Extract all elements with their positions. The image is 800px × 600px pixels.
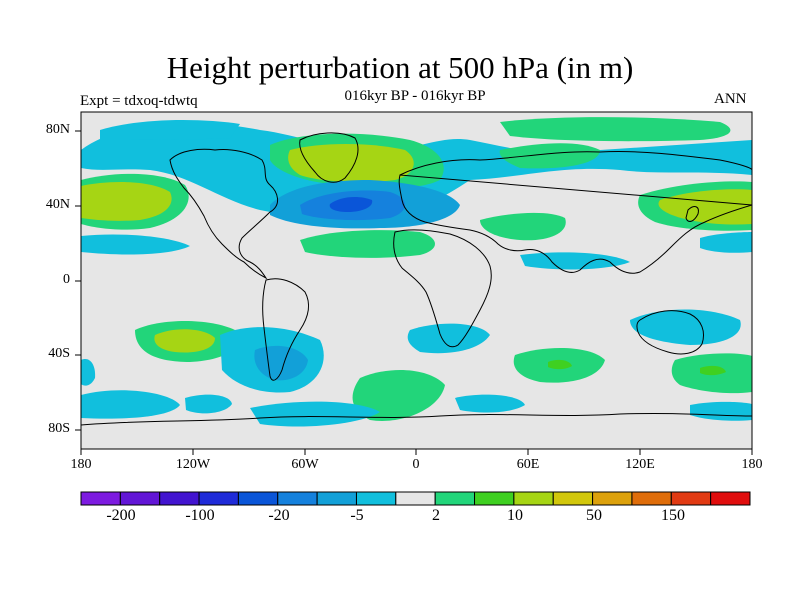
contour-bright-green-spac-right xyxy=(700,365,726,376)
y-tick-label-80n: 80N xyxy=(45,122,70,137)
colorbar-swatch-14 xyxy=(631,491,672,506)
colorbar-label-50: 50 xyxy=(586,507,602,524)
colorbar-swatch-5 xyxy=(277,491,318,506)
page-title: Height perturbation at 500 hPa (in m) xyxy=(166,50,634,85)
contour-cyan-indian xyxy=(630,309,741,345)
coast-africa xyxy=(393,229,492,348)
coastlines xyxy=(81,132,752,426)
contour-cyan-west-edge xyxy=(81,359,96,386)
contour-lightblue-sam xyxy=(254,345,308,381)
colorbar-swatch-0 xyxy=(80,491,121,506)
season-label: ANN xyxy=(714,91,747,107)
colorbar-swatch-3 xyxy=(198,491,239,506)
colorbar-label-minus-5: -5 xyxy=(350,507,364,524)
colorbar-swatch-9 xyxy=(434,491,476,506)
contour-cyan-top-left xyxy=(100,120,240,140)
contour-cyan-southern-ocean-mid xyxy=(185,394,232,414)
contour-yellowgreen-spac xyxy=(154,329,215,353)
x-tick-label-120w: 120W xyxy=(175,457,211,472)
coast-south-america xyxy=(262,278,310,381)
x-tick-label-180w: 180 xyxy=(70,457,92,472)
colorbar-swatch-16 xyxy=(710,491,751,506)
colorbar-swatch-2 xyxy=(159,491,200,506)
y-tick-label-80s: 80S xyxy=(48,421,70,436)
colorbar-label-minus-100: -100 xyxy=(185,507,215,524)
y-tick-label-40n: 40N xyxy=(45,197,70,212)
contour-green-subtrop-atl xyxy=(300,230,435,258)
colorbar-label-150: 150 xyxy=(661,507,685,524)
colorbar-swatch-1 xyxy=(119,491,161,506)
contour-cyan-southern-ocean-left xyxy=(81,390,180,419)
colorbar-swatch-10 xyxy=(474,491,515,506)
colorbar xyxy=(80,491,751,506)
contour-bright-green-sind xyxy=(548,359,572,370)
contour-cyan-satl xyxy=(407,323,490,354)
y-tick-label-0: 0 xyxy=(63,272,70,287)
colorbar-swatch-13 xyxy=(592,491,633,506)
subtitle: 016kyr BP - 016kyr BP xyxy=(344,88,486,104)
coast-north-america xyxy=(169,148,278,280)
colorbar-swatch-15 xyxy=(670,491,712,506)
contour-fields xyxy=(81,117,752,427)
colorbar-label-10: 10 xyxy=(507,507,523,524)
contour-yellowgreen-greenland xyxy=(288,144,414,183)
colorbar-swatch-7 xyxy=(355,491,397,506)
colorbar-swatch-4 xyxy=(237,491,279,506)
x-tick-label-180e: 180 xyxy=(741,457,763,472)
colorbar-swatch-12 xyxy=(552,491,594,506)
contour-cyan-npac xyxy=(81,234,190,255)
colorbar-swatch-6 xyxy=(316,491,357,506)
x-tick-label-60w: 60W xyxy=(291,457,319,472)
colorbar-label-minus-20: -20 xyxy=(268,507,290,524)
contour-yellowgreen-npac-left xyxy=(81,182,172,221)
x-tick-label-60e: 60E xyxy=(516,457,540,472)
contour-cyan-southern-ocean-right xyxy=(455,394,525,413)
contour-green-subtrop-ea xyxy=(480,212,566,241)
x-tick-label-120e: 120E xyxy=(625,457,655,472)
contour-darkblue-atlantic xyxy=(329,196,373,212)
coast-eurasia xyxy=(398,151,752,274)
coast-australia xyxy=(636,310,704,355)
contour-cyan-antarctic xyxy=(250,401,380,427)
axis-ticks xyxy=(75,130,753,455)
contour-green-arctic-right xyxy=(500,117,731,142)
x-tick-label-0: 0 xyxy=(412,457,420,472)
y-tick-label-40s: 40S xyxy=(48,346,70,361)
contour-green-satl xyxy=(352,369,445,421)
experiment-label: Expt = tdxoq-tdwtq xyxy=(80,93,198,109)
contour-cyan-npac-right xyxy=(700,232,752,253)
coast-greenland xyxy=(299,132,359,183)
coast-antarctica xyxy=(81,412,752,426)
coast-japan xyxy=(685,206,699,222)
colorbar-label-2: 2 xyxy=(432,507,440,524)
colorbar-swatch-11 xyxy=(513,491,554,506)
colorbar-label-minus-200: -200 xyxy=(106,507,136,524)
colorbar-swatch-8 xyxy=(395,491,436,506)
contour-yellowgreen-npac-right xyxy=(658,189,752,225)
contour-green-siberia xyxy=(499,143,600,169)
